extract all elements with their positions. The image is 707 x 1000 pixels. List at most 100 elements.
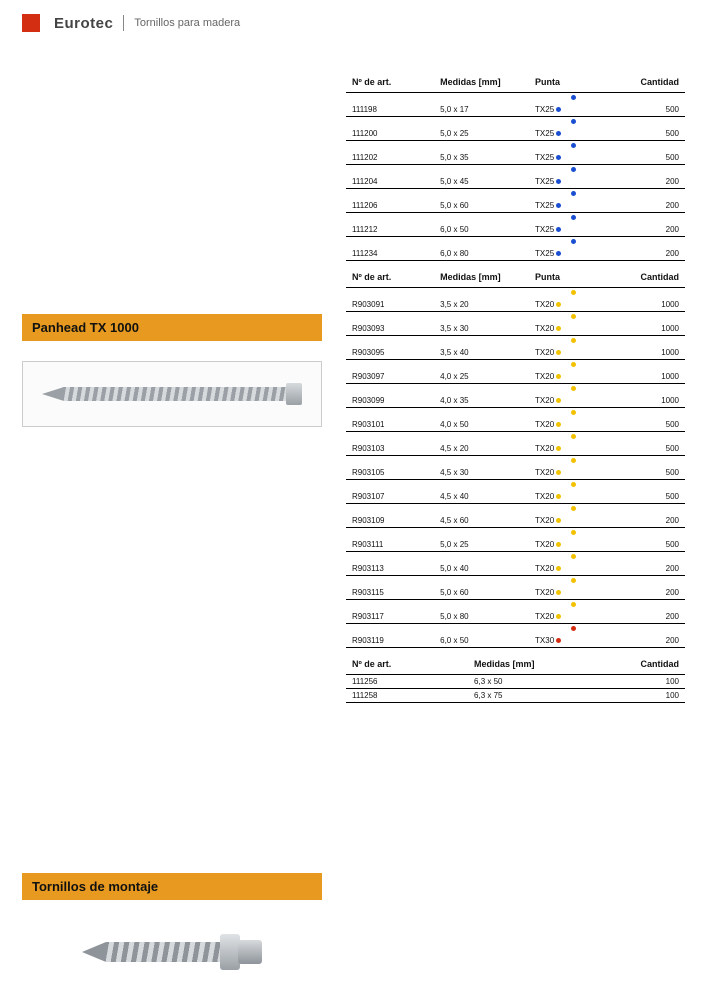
- cell-qty: 1000: [617, 298, 685, 312]
- table-row: R9031034,5 x 20TX20 500: [346, 442, 685, 456]
- cell-qty: 500: [617, 490, 685, 504]
- cell-med: 4,5 x 30: [434, 466, 529, 480]
- col-med: Medidas [mm]: [434, 267, 529, 288]
- cell-art: R903105: [346, 466, 434, 480]
- col-art: Nº de art.: [346, 267, 434, 288]
- col-qty: Cantidad: [617, 72, 685, 93]
- cell-art: 111200: [346, 127, 434, 141]
- cell-punta: TX20: [529, 538, 617, 552]
- table-row: R9031054,5 x 30TX20 500: [346, 466, 685, 480]
- spec-table-1: Nº de art. Medidas [mm] Punta Cantidad 1…: [346, 72, 685, 261]
- cell-qty: 1000: [617, 346, 685, 360]
- cell-art: 111234: [346, 247, 434, 261]
- cell-med: 6,0 x 50: [434, 223, 529, 237]
- spec-table-2: Nº de art. Medidas [mm] Punta Cantidad R…: [346, 267, 685, 648]
- cell-punta: TX25: [529, 175, 617, 189]
- brand-name: Eurotec: [54, 15, 113, 32]
- cell-qty: 500: [617, 538, 685, 552]
- cell-art: R903113: [346, 562, 434, 576]
- col-med: Medidas [mm]: [434, 72, 529, 93]
- table-row: R9031115,0 x 25TX20 500: [346, 538, 685, 552]
- product-image-panhead: [22, 361, 322, 427]
- cell-art: R903117: [346, 610, 434, 624]
- cell-med: 5,0 x 35: [434, 151, 529, 165]
- cell-art: 111202: [346, 151, 434, 165]
- cell-punta: TX25: [529, 247, 617, 261]
- cell-art: 111256: [346, 675, 468, 689]
- section-title-montaje: Tornillos de montaje: [22, 873, 322, 900]
- cell-med: 3,5 x 30: [434, 322, 529, 336]
- cell-qty: 500: [617, 127, 685, 141]
- cell-qty: 200: [617, 175, 685, 189]
- table-row: 1112005,0 x 25TX25 500: [346, 127, 685, 141]
- table-row: R9031014,0 x 50TX20 500: [346, 418, 685, 432]
- cell-qty: 100: [617, 675, 685, 689]
- cell-med: 4,5 x 60: [434, 514, 529, 528]
- table-row: R9030974,0 x 25TX20 1000: [346, 370, 685, 384]
- cell-med: 3,5 x 20: [434, 298, 529, 312]
- cell-med: 6,3 x 75: [468, 689, 617, 703]
- cell-art: R903095: [346, 346, 434, 360]
- cell-med: 6,0 x 80: [434, 247, 529, 261]
- cell-art: 111206: [346, 199, 434, 213]
- cell-med: 6,0 x 50: [434, 634, 529, 648]
- cell-med: 4,5 x 40: [434, 490, 529, 504]
- cell-punta: TX30: [529, 634, 617, 648]
- cell-art: R903109: [346, 514, 434, 528]
- table-row: R9030994,0 x 35TX20 1000: [346, 394, 685, 408]
- table-row: R9031094,5 x 60TX20 200: [346, 514, 685, 528]
- cell-punta: TX25: [529, 223, 617, 237]
- cell-med: 5,0 x 25: [434, 127, 529, 141]
- cell-qty: 200: [617, 634, 685, 648]
- cell-art: 111212: [346, 223, 434, 237]
- cell-punta: TX20: [529, 562, 617, 576]
- cell-punta: TX25: [529, 103, 617, 117]
- table-row: 1112126,0 x 50TX25 200: [346, 223, 685, 237]
- table-row: 1112566,3 x 50100: [346, 675, 685, 689]
- header-subtitle: Tornillos para madera: [134, 17, 240, 29]
- cell-punta: TX20: [529, 322, 617, 336]
- cell-art: R903101: [346, 418, 434, 432]
- col-art: Nº de art.: [346, 72, 434, 93]
- cell-qty: 200: [617, 223, 685, 237]
- cell-qty: 500: [617, 466, 685, 480]
- cell-punta: TX20: [529, 394, 617, 408]
- cell-punta: TX20: [529, 514, 617, 528]
- cell-punta: TX25: [529, 151, 617, 165]
- cell-med: 5,0 x 40: [434, 562, 529, 576]
- cell-qty: 200: [617, 586, 685, 600]
- cell-art: R903111: [346, 538, 434, 552]
- cell-art: R903097: [346, 370, 434, 384]
- cell-art: R903119: [346, 634, 434, 648]
- cell-punta: TX20: [529, 586, 617, 600]
- table-row: 1112025,0 x 35TX25 500: [346, 151, 685, 165]
- cell-art: 111198: [346, 103, 434, 117]
- cell-art: 111204: [346, 175, 434, 189]
- cell-art: R903115: [346, 586, 434, 600]
- table-row: R9031135,0 x 40TX20 200: [346, 562, 685, 576]
- page-header: Eurotec Tornillos para madera: [22, 14, 685, 32]
- cell-med: 6,3 x 50: [468, 675, 617, 689]
- cell-punta: TX20: [529, 346, 617, 360]
- cell-med: 3,5 x 40: [434, 346, 529, 360]
- brand-accent-block: [22, 14, 40, 32]
- table-row: 1112346,0 x 80TX25 200: [346, 247, 685, 261]
- cell-punta: TX20: [529, 490, 617, 504]
- table-row: R9030933,5 x 30TX20 1000: [346, 322, 685, 336]
- header-divider: [123, 15, 124, 31]
- cell-art: R903093: [346, 322, 434, 336]
- table-row: R9031196,0 x 50TX30 200: [346, 634, 685, 648]
- cell-qty: 1000: [617, 370, 685, 384]
- col-punta: Punta: [529, 267, 617, 288]
- cell-punta: TX20: [529, 298, 617, 312]
- table-row: R9030953,5 x 40TX20 1000: [346, 346, 685, 360]
- cell-qty: 200: [617, 514, 685, 528]
- cell-qty: 200: [617, 562, 685, 576]
- col-med: Medidas [mm]: [468, 654, 617, 675]
- cell-punta: TX20: [529, 370, 617, 384]
- table-row: 1112586,3 x 75100: [346, 689, 685, 703]
- table-row: 1112045,0 x 45TX25 200: [346, 175, 685, 189]
- cell-med: 4,0 x 50: [434, 418, 529, 432]
- table-row: R9031155,0 x 60TX20 200: [346, 586, 685, 600]
- cell-punta: TX25: [529, 199, 617, 213]
